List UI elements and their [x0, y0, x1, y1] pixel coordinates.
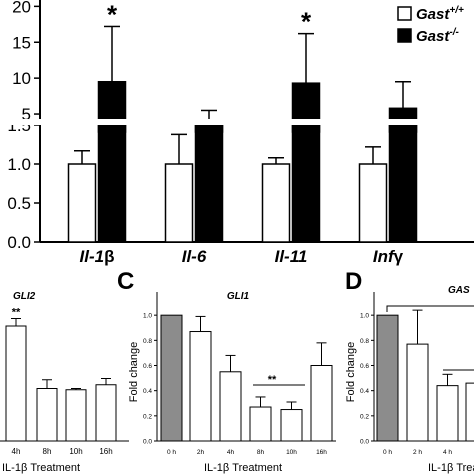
bar-0	[376, 314, 399, 442]
y-tick-label: 10	[12, 69, 31, 88]
x-tick-label: 2 h	[413, 449, 422, 456]
legend-label: Gast+/+	[416, 5, 464, 23]
bar-5	[310, 365, 333, 442]
y-tick-label: 0.0	[360, 439, 369, 446]
y-tick-label: 0.5	[7, 194, 31, 213]
bar-0	[160, 314, 183, 442]
bar-ko-3	[388, 124, 418, 243]
y-tick-label: 0.0	[143, 439, 152, 446]
panel-gli1-chart: C GLI1 Fold change 0.0 0.2 0.4 0.6 0.8 1.0 0 h 2h 4…	[117, 268, 336, 474]
y-tick-label: 0.8	[143, 338, 152, 345]
significance-marker: **	[12, 307, 21, 319]
panel-title: GLI2	[13, 291, 36, 302]
x-category-label: Il-6	[182, 247, 207, 266]
bar-3	[95, 384, 117, 442]
y-tick-label: 0.4	[360, 388, 369, 395]
legend-swatch	[397, 28, 412, 43]
y-axis-title: Fold change	[128, 342, 140, 403]
panel-gli2-chart: GLI2 4h ** 8h 10h 16h IL-1β Treatment	[0, 291, 129, 474]
y-axis-title: Fold change	[345, 342, 357, 403]
y-tick-label: 0.4	[143, 388, 152, 395]
y-tick-label: 5	[22, 105, 31, 124]
bar-2	[65, 389, 87, 442]
y-tick-label: 0.6	[360, 363, 369, 370]
significance-marker: *	[107, 0, 118, 29]
bar-2	[219, 371, 242, 442]
y-tick-label: 0.0	[7, 233, 31, 252]
bar-ko-1	[194, 124, 224, 243]
x-tick-label: 8h	[43, 447, 52, 456]
x-tick-label: 4h	[227, 449, 235, 456]
x-category-label: Il-1β	[80, 247, 115, 266]
legend-swatch	[397, 6, 412, 21]
bar-wt-2	[261, 163, 291, 243]
x-tick-label: 10h	[286, 449, 297, 456]
bar-3	[249, 406, 272, 442]
x-tick-label: 16h	[99, 447, 112, 456]
bar-ko-2	[291, 124, 321, 243]
y-tick-label: 1.0	[7, 155, 31, 174]
bar-1	[189, 331, 212, 442]
significance-marker: *	[301, 7, 312, 37]
axis-break-gap	[0, 119, 474, 125]
x-axis-title: IL-1β Treatment	[204, 462, 282, 474]
x-tick-label: 2h	[197, 449, 205, 456]
significance-bracket	[386, 305, 474, 312]
y-tick-label: 1.0	[360, 313, 369, 320]
bar-3	[465, 382, 474, 442]
y-tick-label: 15	[12, 33, 31, 52]
bar-ko-1-upper	[194, 124, 224, 133]
significance-marker: **	[268, 374, 277, 386]
bar-wt-3	[358, 163, 388, 243]
panel-gas-chart: D GAS Fold change 0.0 0.2 0.4 0.6 0.8 1.0 0 h 2 h 4…	[345, 268, 474, 474]
panel-title: GLI1	[227, 291, 250, 302]
x-tick-label: 0 h	[167, 449, 176, 456]
bar-ko-0	[97, 124, 127, 243]
x-category-label: Il-11	[275, 247, 308, 266]
bar-wt-1	[164, 163, 194, 243]
bar-2	[436, 385, 459, 442]
bar-wt-0	[67, 163, 97, 243]
panel-title: GAS	[448, 285, 470, 296]
bar-1	[36, 388, 58, 442]
x-tick-label: 4h	[12, 447, 21, 456]
y-tick-label: 1.0	[143, 313, 152, 320]
legend-label: Gast-/-	[416, 27, 459, 45]
y-tick-label: 0.2	[143, 413, 152, 420]
x-tick-label: 0 h	[383, 449, 392, 456]
panel-letter: C	[117, 268, 134, 295]
y-tick-label: 0.2	[360, 413, 369, 420]
bar-1	[406, 343, 429, 442]
x-tick-label: 4 h	[443, 449, 452, 456]
panel-letter: D	[345, 268, 362, 295]
x-category-label: Infγ	[373, 247, 404, 266]
x-axis-title: IL-1β Treatm	[428, 462, 474, 474]
x-tick-label: 10h	[69, 447, 82, 456]
x-tick-label: 8h	[257, 449, 265, 456]
y-tick-label: 20	[12, 0, 31, 16]
bar-0	[5, 325, 27, 442]
bar-4	[280, 409, 303, 442]
y-tick-label: 0.8	[360, 338, 369, 345]
x-axis-title: IL-1β Treatment	[2, 462, 80, 474]
y-tick-label: 0.6	[143, 363, 152, 370]
x-tick-label: 16h	[316, 449, 327, 456]
